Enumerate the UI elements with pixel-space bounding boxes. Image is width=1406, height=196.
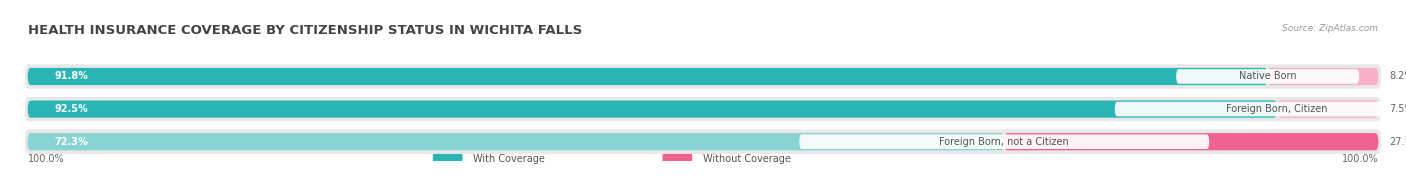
Text: 72.3%: 72.3% <box>55 137 89 147</box>
Text: Foreign Born, not a Citizen: Foreign Born, not a Citizen <box>939 137 1069 147</box>
Text: 100.0%: 100.0% <box>1341 154 1378 164</box>
Text: 8.2%: 8.2% <box>1389 72 1406 82</box>
FancyBboxPatch shape <box>28 133 1004 150</box>
Text: 91.8%: 91.8% <box>55 72 89 82</box>
Text: 7.5%: 7.5% <box>1389 104 1406 114</box>
FancyBboxPatch shape <box>25 130 1381 154</box>
Text: With Coverage: With Coverage <box>474 154 546 164</box>
Text: Native Born: Native Born <box>1239 72 1296 82</box>
Text: HEALTH INSURANCE COVERAGE BY CITIZENSHIP STATUS IN WICHITA FALLS: HEALTH INSURANCE COVERAGE BY CITIZENSHIP… <box>28 24 582 37</box>
Text: 92.5%: 92.5% <box>55 104 89 114</box>
FancyBboxPatch shape <box>799 134 1209 149</box>
FancyBboxPatch shape <box>25 64 1381 89</box>
FancyBboxPatch shape <box>1268 68 1378 85</box>
Text: 100.0%: 100.0% <box>28 154 65 164</box>
Text: 27.7%: 27.7% <box>1389 137 1406 147</box>
FancyBboxPatch shape <box>28 68 1268 85</box>
FancyBboxPatch shape <box>1115 102 1406 116</box>
Text: Source: ZipAtlas.com: Source: ZipAtlas.com <box>1282 24 1378 34</box>
FancyBboxPatch shape <box>1177 69 1360 84</box>
FancyBboxPatch shape <box>662 154 692 164</box>
Text: Foreign Born, Citizen: Foreign Born, Citizen <box>1226 104 1327 114</box>
FancyBboxPatch shape <box>1004 133 1378 150</box>
FancyBboxPatch shape <box>28 101 1277 118</box>
FancyBboxPatch shape <box>433 154 463 164</box>
Text: Without Coverage: Without Coverage <box>703 154 792 164</box>
FancyBboxPatch shape <box>25 97 1381 121</box>
FancyBboxPatch shape <box>1277 101 1378 118</box>
